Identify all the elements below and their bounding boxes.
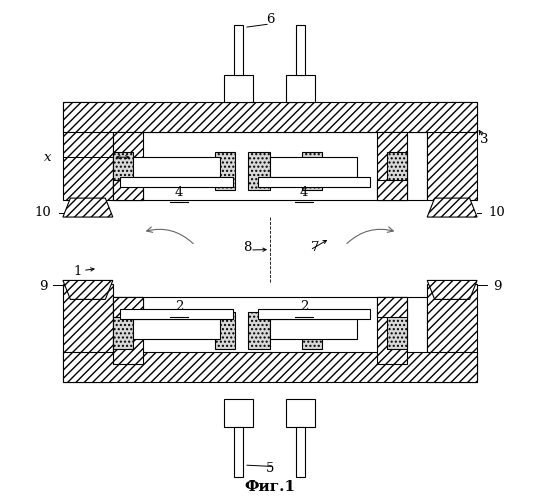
Bar (387, 312, 407, 349)
Bar (113, 297, 427, 364)
Text: 5: 5 (266, 462, 274, 475)
Polygon shape (63, 198, 113, 217)
Bar (387, 152, 407, 190)
Bar (133, 157, 220, 177)
Text: 4: 4 (300, 186, 308, 199)
Bar (113, 180, 143, 200)
Bar (302, 152, 322, 190)
Polygon shape (63, 280, 113, 299)
Bar (286, 399, 315, 427)
Text: 3: 3 (480, 133, 489, 146)
Bar (270, 319, 357, 339)
Text: 2: 2 (300, 300, 308, 313)
Text: 7: 7 (310, 241, 319, 253)
Bar (247, 152, 270, 190)
Bar (113, 132, 143, 200)
Text: 10: 10 (35, 206, 51, 219)
Text: 8: 8 (244, 241, 252, 253)
Bar (258, 177, 370, 187)
Bar (258, 309, 370, 319)
Bar (113, 297, 143, 317)
Bar (234, 25, 243, 75)
Bar (427, 284, 477, 382)
Bar (63, 352, 477, 382)
Bar (113, 132, 427, 200)
Bar (113, 152, 133, 190)
Bar (224, 399, 253, 427)
Polygon shape (427, 198, 477, 217)
Text: 10: 10 (489, 206, 505, 219)
Bar (63, 102, 477, 132)
Bar (120, 309, 233, 319)
Bar (215, 152, 235, 190)
Bar (113, 297, 143, 364)
Bar (247, 312, 270, 349)
Text: 2: 2 (175, 300, 184, 313)
Text: 9: 9 (39, 280, 47, 293)
Bar (302, 312, 322, 349)
Bar (270, 157, 357, 177)
Bar (120, 177, 233, 187)
Bar (133, 319, 220, 339)
Text: 1: 1 (73, 265, 82, 278)
Bar (377, 297, 407, 317)
Bar (224, 75, 253, 102)
Bar (113, 312, 133, 349)
Text: 9: 9 (493, 280, 501, 293)
Text: 4: 4 (175, 186, 184, 199)
Text: x: x (44, 151, 52, 164)
Bar (377, 297, 407, 364)
Text: Фиг.1: Фиг.1 (245, 480, 295, 494)
Bar (427, 102, 477, 200)
Bar (234, 427, 243, 477)
Bar (286, 75, 315, 102)
Bar (296, 427, 305, 477)
Text: 6: 6 (266, 13, 274, 26)
Bar (215, 312, 235, 349)
Bar (296, 25, 305, 75)
Polygon shape (427, 280, 477, 299)
Bar (63, 102, 113, 200)
Bar (63, 284, 113, 382)
Bar (377, 132, 407, 200)
Bar (377, 180, 407, 200)
